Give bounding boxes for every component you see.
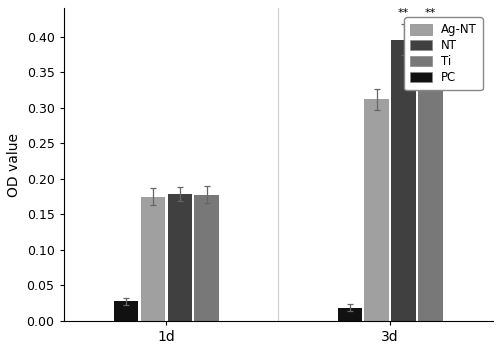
Bar [168,194,192,321]
Bar [364,99,389,321]
Legend: Ag-NT, NT, Ti, PC: Ag-NT, NT, Ti, PC [404,18,483,90]
Bar [194,194,219,321]
Bar [338,307,362,321]
Bar [114,301,138,321]
Bar [392,40,416,321]
Y-axis label: OD value: OD value [7,133,21,197]
Text: **: ** [425,8,436,18]
Bar [140,197,166,321]
Bar [418,37,442,321]
Text: **: ** [398,8,409,18]
